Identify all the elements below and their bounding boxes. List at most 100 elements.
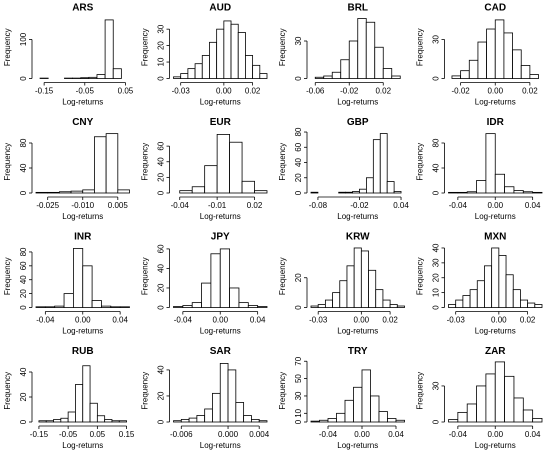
histogram-bar: [512, 289, 521, 308]
panel-title: RUB: [72, 346, 94, 357]
y-axis-label: Frequency: [416, 143, 425, 181]
panel: JPY Log-returns Frequency -0.04 0.00 0.04 0 20 4…: [141, 232, 268, 336]
histogram-bar: [457, 191, 468, 194]
panel-title: ARS: [72, 3, 93, 14]
x-axis-label: Log-returns: [475, 98, 516, 107]
x-tick-label: -0.010: [71, 201, 94, 210]
histogram-bar: [370, 395, 380, 423]
histogram-bar: [345, 191, 353, 194]
x-tick-label: 0.000: [218, 430, 239, 439]
histogram-bar: [522, 191, 534, 194]
histogram-bar: [522, 409, 534, 423]
y-tick-label: 20: [19, 289, 28, 298]
panel-title: INR: [74, 232, 92, 243]
x-tick-label: 0.00: [216, 87, 232, 96]
histogram-bar: [251, 418, 260, 423]
histogram-bar: [469, 289, 478, 308]
histogram-bar: [201, 55, 210, 79]
y-axis-label: Frequency: [3, 28, 12, 66]
histogram-bar: [498, 255, 507, 308]
histogram-bar: [494, 173, 506, 194]
y-tick-label: 60: [294, 142, 303, 151]
y-tick-label: 20: [157, 41, 166, 50]
histogram-bar: [58, 191, 72, 194]
histogram-bar: [110, 306, 121, 308]
y-tick-label: 100: [19, 32, 28, 46]
histogram-bar: [455, 299, 464, 308]
histogram-bar: [188, 417, 198, 423]
y-tick-label: 10: [294, 408, 303, 417]
x-axis-label: Log-returns: [62, 212, 103, 221]
panel-title: MXN: [484, 232, 506, 243]
y-tick-label: 40: [19, 367, 28, 376]
y-tick-label: 0: [432, 76, 441, 81]
histogram-bar: [314, 76, 325, 79]
histogram-bar: [173, 76, 182, 79]
histogram-bar: [238, 302, 249, 308]
histogram-bar: [180, 418, 190, 423]
histogram-bar: [513, 397, 524, 423]
x-axis-label: Log-returns: [62, 327, 103, 336]
histogram-bar: [210, 253, 221, 308]
histogram-bar: [504, 375, 515, 423]
panel-title: CAD: [484, 3, 506, 14]
histogram-bar: [319, 419, 329, 423]
histogram-bar: [460, 70, 470, 79]
histogram-bar: [375, 289, 384, 308]
y-axis-label: Frequency: [278, 143, 287, 181]
y-tick-label: 0: [157, 190, 166, 195]
histogram-bar: [520, 65, 531, 79]
histogram-bar: [247, 305, 259, 308]
x-tick-label: -0.15: [30, 430, 49, 439]
y-axis-label: Frequency: [141, 257, 150, 295]
y-tick-label: 20: [157, 172, 166, 181]
histogram-bar: [219, 363, 229, 423]
y-tick-label: 40: [432, 243, 441, 252]
y-tick-label: 40: [157, 263, 166, 272]
y-tick-label: 40: [432, 163, 441, 172]
y-tick-label: 30: [432, 34, 441, 43]
histogram-bar: [327, 418, 337, 423]
y-axis-label: Frequency: [3, 143, 12, 181]
histogram-bar: [252, 64, 261, 79]
y-tick-label: 40: [19, 163, 28, 172]
histogram-bar: [96, 74, 106, 79]
y-axis-label: Frequency: [3, 257, 12, 295]
histogram-bar: [485, 133, 496, 194]
histogram-bar: [191, 302, 202, 308]
x-tick-label: 0.05: [118, 87, 134, 96]
x-tick-label: 0.04: [525, 430, 541, 439]
histogram-bar: [119, 306, 130, 308]
histogram-bar: [91, 300, 102, 308]
x-tick-label: 0.04: [393, 201, 409, 210]
y-tick-label: 0: [19, 419, 28, 424]
x-tick-label: 0.04: [112, 316, 128, 325]
histogram-bar: [258, 420, 268, 423]
histogram-bar: [357, 18, 367, 79]
y-axis-label: Frequency: [141, 143, 150, 181]
x-tick-label: 0.00: [354, 430, 370, 439]
x-tick-label: 0.00: [212, 316, 228, 325]
y-tick-label: 0: [157, 419, 166, 424]
x-axis-label: Log-returns: [475, 212, 516, 221]
y-tick-label: 10: [157, 57, 166, 66]
x-tick-label: -0.05: [76, 87, 95, 96]
y-tick-label: 0: [157, 76, 166, 81]
histogram-bar: [235, 402, 245, 423]
x-tick-label: -0.04: [36, 316, 55, 325]
histogram-bar: [352, 191, 360, 194]
panel: ZAR Log-returns Frequency -0.04 0.00 0.04 0 30: [416, 346, 543, 450]
histogram-bar: [389, 304, 398, 308]
histogram-bar: [348, 40, 359, 79]
y-tick-label: 30: [432, 381, 441, 390]
y-axis-label: Frequency: [141, 28, 150, 66]
histogram-bar: [451, 75, 462, 79]
y-tick-label: 80: [294, 127, 303, 136]
x-axis-label: Log-returns: [337, 98, 378, 107]
y-axis-label: Frequency: [278, 28, 287, 66]
histogram-bar: [386, 181, 395, 194]
histogram-bar: [520, 299, 529, 308]
x-tick-label: -0.08: [309, 201, 328, 210]
